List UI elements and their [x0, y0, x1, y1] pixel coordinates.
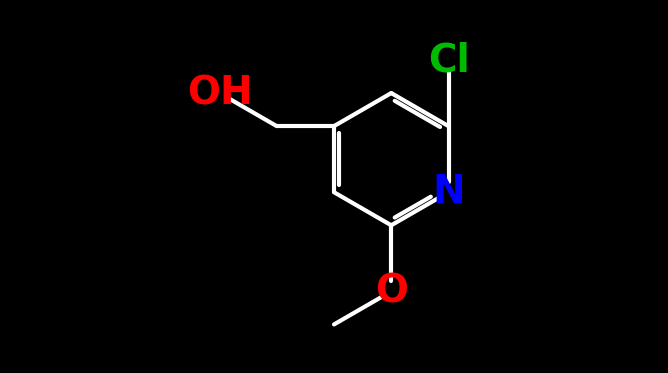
- Text: O: O: [375, 272, 407, 310]
- Text: OH: OH: [186, 74, 253, 112]
- Text: Cl: Cl: [428, 41, 470, 79]
- Text: N: N: [432, 173, 465, 211]
